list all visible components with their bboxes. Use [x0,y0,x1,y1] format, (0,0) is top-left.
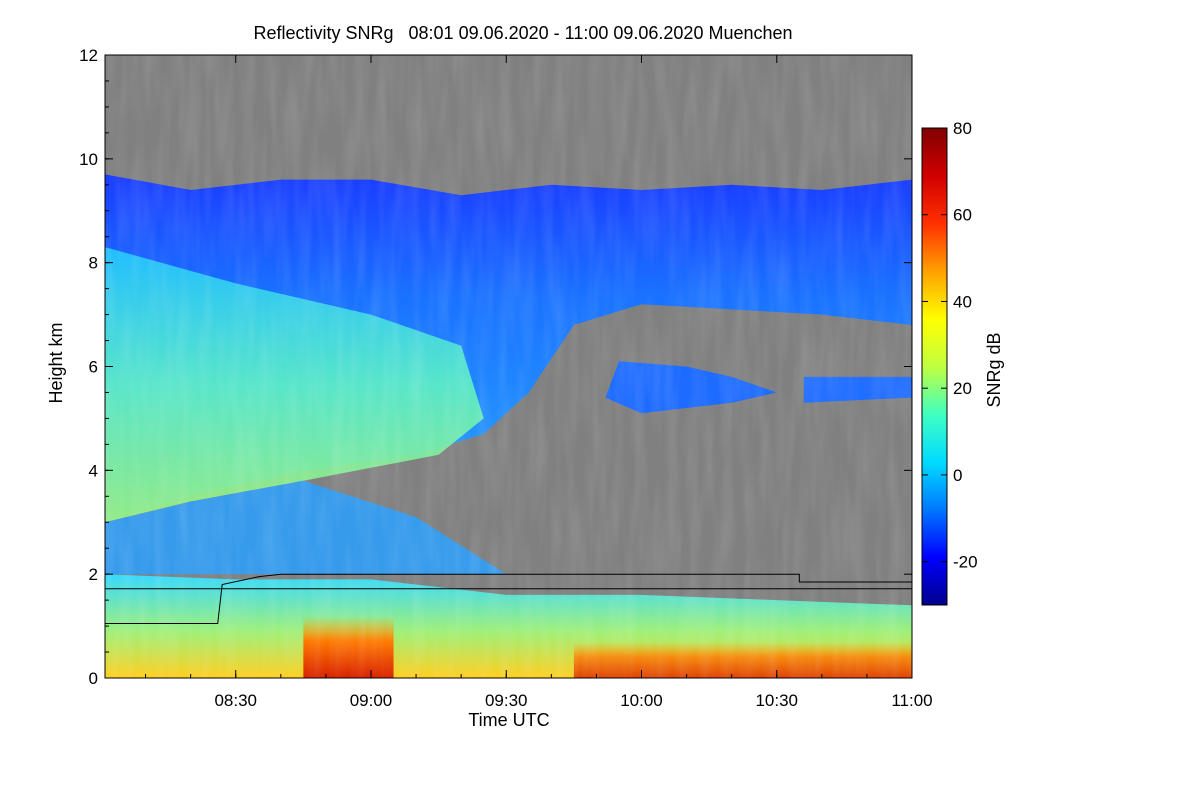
y-tick-label: 8 [89,254,98,273]
plot-area: 08:30 09:00 09:30 10:00 10:30 11:00 0 2 4 6 8 10 12 [79,46,933,710]
x-tick-label: 10:30 [755,691,798,710]
x-tick-label: 11:00 [891,691,932,710]
colorbar-scale [921,127,948,606]
chart-title: Reflectivity SNRg 08:01 09.06.2020 - 11:… [253,23,792,43]
x-tick-label: 08:30 [214,691,257,710]
boundary-line [105,573,912,624]
y-tick-label: 10 [79,150,98,169]
colorbar-ticks: -20 0 20 40 60 80 [922,119,978,572]
y-tick-label: 2 [89,565,98,584]
y-tick-label: 6 [89,358,98,377]
colorbar-tick-label: 20 [953,379,972,398]
colorbar-tick-label: 40 [953,292,972,311]
echo-texture [105,55,912,678]
x-tick-label: 09:30 [485,691,528,710]
colorbar-tick-label: -20 [953,553,978,572]
colorbar-tick-label: 80 [953,119,972,138]
reflectivity-field [105,55,912,678]
x-tick-label: 10:00 [620,691,663,710]
colorbar: -20 0 20 40 60 80 SNRg dB [921,119,1004,606]
colorbar-tick-label: 60 [953,206,972,225]
colorbar-label: SNRg dB [984,332,1004,407]
overlay-lines [105,573,912,624]
y-tick-label: 4 [89,461,98,480]
y-axis: 0 2 4 6 8 10 12 [79,46,912,688]
colorbar-tick-label: 0 [953,466,962,485]
y-tick-label: 0 [89,669,98,688]
x-axis-label: Time UTC [468,710,549,730]
x-tick-label: 09:00 [350,691,393,710]
y-tick-label: 12 [79,46,98,65]
x-axis: 08:30 09:00 09:30 10:00 10:30 11:00 [145,55,933,710]
y-axis-label: Height km [46,322,66,403]
